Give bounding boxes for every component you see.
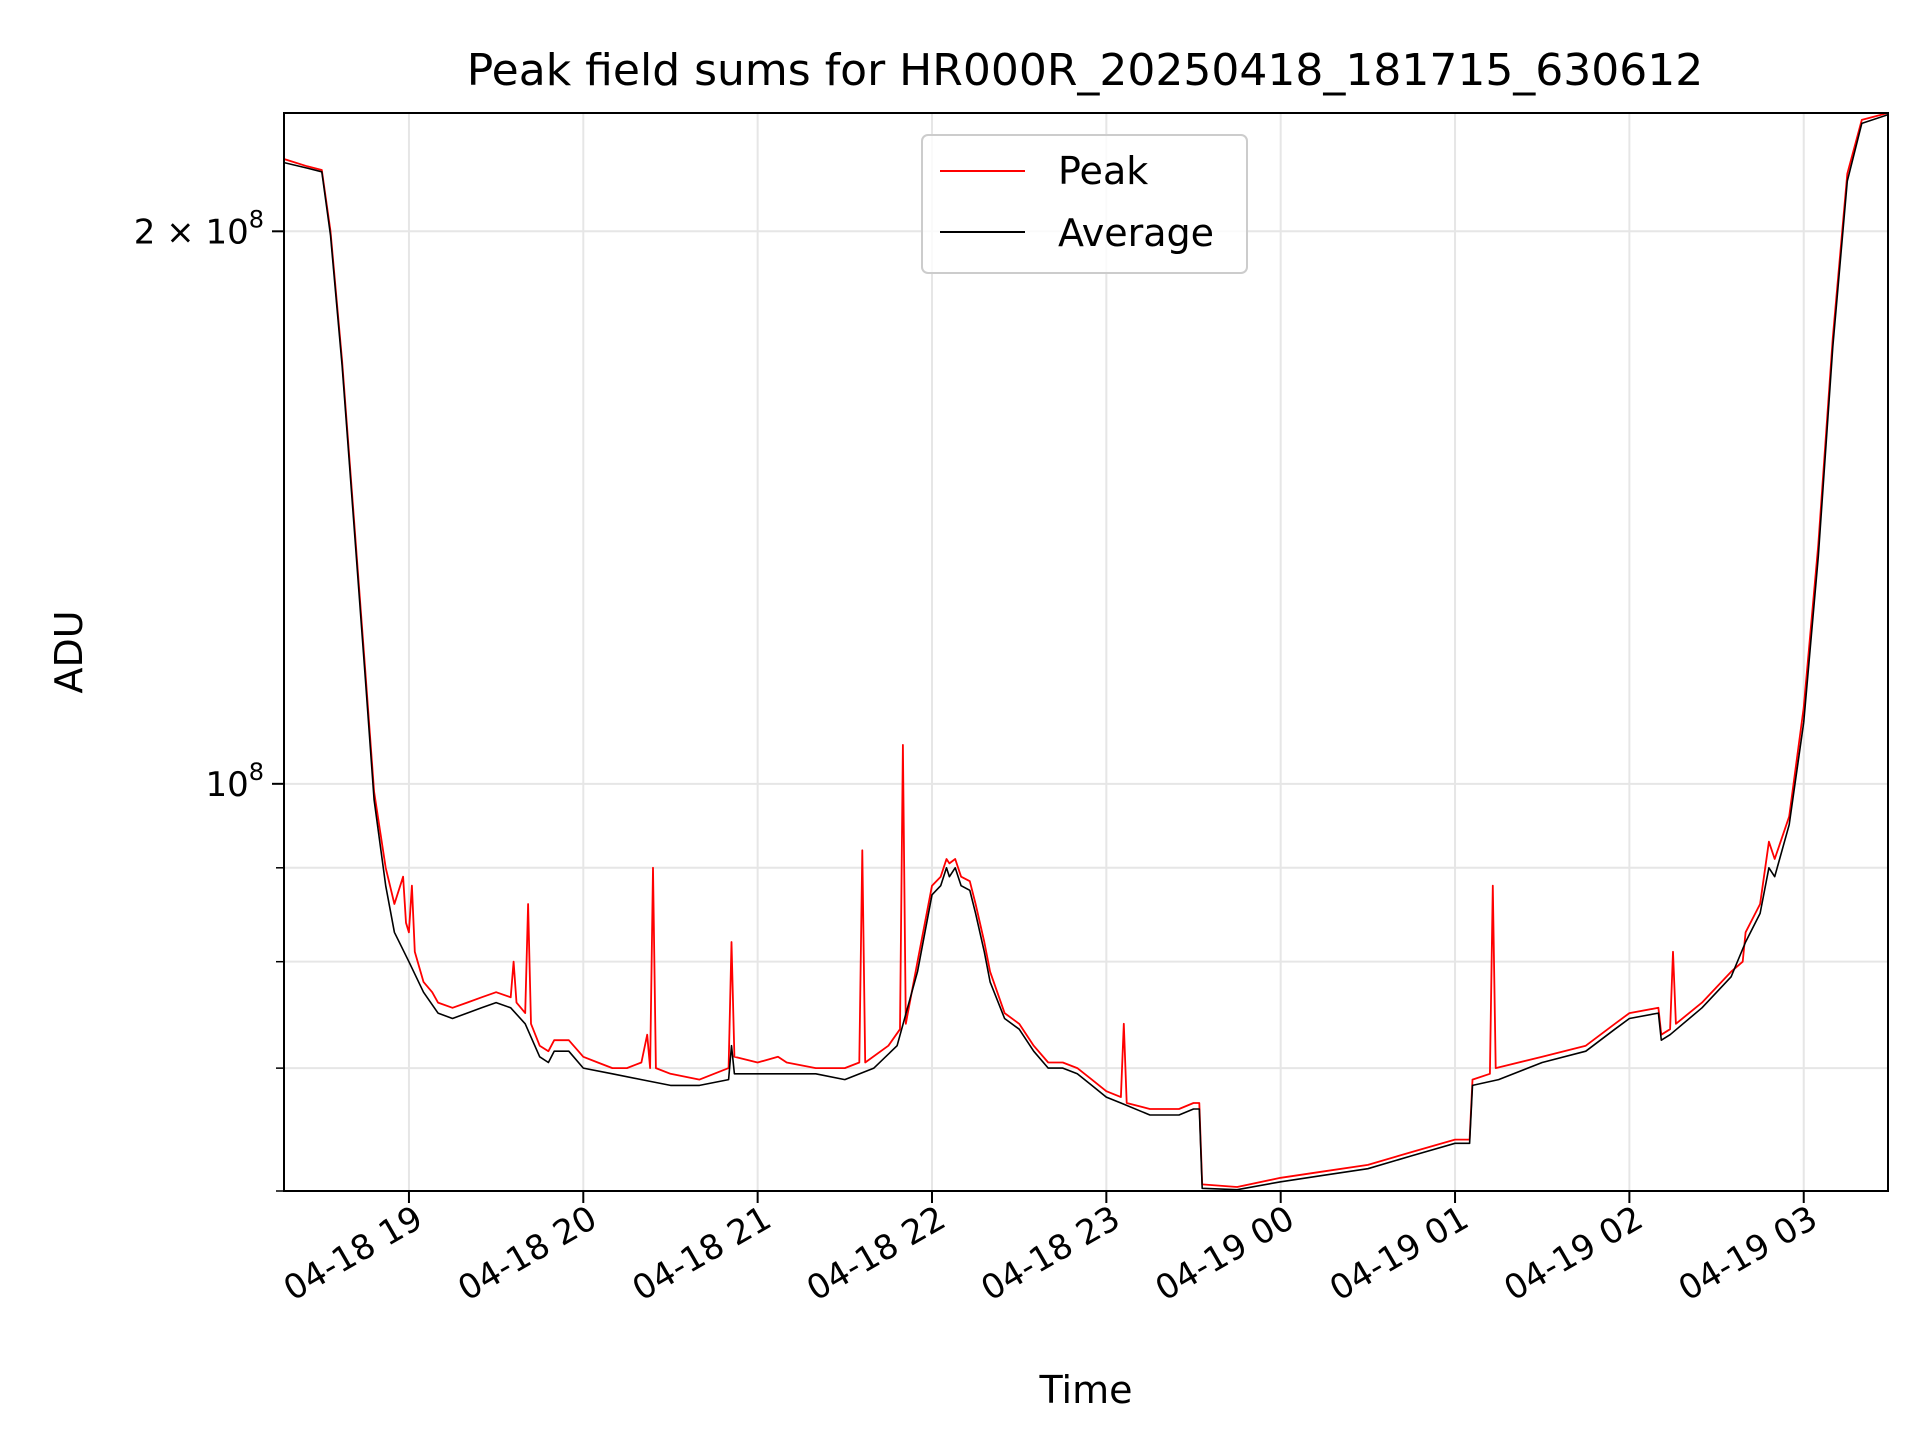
series-line-peak bbox=[284, 113, 1888, 1188]
plot-frame bbox=[283, 112, 1889, 1192]
y-tick-label: 2 × 108 bbox=[134, 205, 264, 252]
series-line-average bbox=[284, 113, 1888, 1191]
legend-box bbox=[921, 134, 1248, 274]
chart-title: Peak field sums for HR000R_20250418_1817… bbox=[467, 45, 1704, 96]
legend: Peak Average bbox=[921, 134, 1248, 274]
series-layer bbox=[284, 113, 1888, 1191]
y-axis-label: ADU bbox=[47, 610, 91, 693]
legend-label-peak: Peak bbox=[1058, 149, 1148, 193]
x-axis-label: Time bbox=[1039, 1368, 1133, 1412]
legend-label-average: Average bbox=[1058, 211, 1214, 255]
